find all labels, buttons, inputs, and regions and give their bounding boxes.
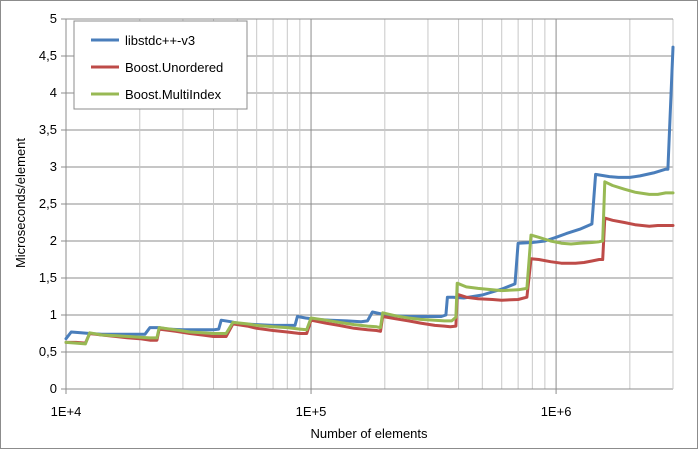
x-tick-label: 1E+5 <box>296 404 327 419</box>
y-tick-label: 0 <box>50 381 57 396</box>
legend-label-1: libstdc++-v3 <box>125 33 195 48</box>
series-line-3 <box>64 180 675 346</box>
y-tick-label: 2 <box>50 233 57 248</box>
axes: 0 0,5 1 1,5 2 2,5 3 3,5 4 4,5 5 1E+4 1E+5 1E+6 <box>39 11 674 419</box>
y-tick-label: 5 <box>50 11 57 26</box>
x-tick-label: 1E+6 <box>541 404 572 419</box>
series-line-2 <box>64 216 675 345</box>
x-tick-label: 1E+4 <box>51 404 82 419</box>
y-tick-label: 1 <box>50 307 57 322</box>
y-tick-label: 0,5 <box>39 344 57 359</box>
y-axis-title: Microseconds/element <box>13 138 28 268</box>
y-tick-label: 1,5 <box>39 270 57 285</box>
y-tick-label: 3,5 <box>39 122 57 137</box>
x-axis-title: Number of elements <box>310 426 428 441</box>
legend: libstdc++-v3 Boost.Unordered Boost.MultiIn… <box>73 20 248 110</box>
series-lines <box>64 45 675 346</box>
legend-label-3: Boost.MultiIndex <box>125 87 222 102</box>
y-tick-label: 4,5 <box>39 48 57 63</box>
y-tick-label: 3 <box>50 159 57 174</box>
legend-label-2: Boost.Unordered <box>125 60 223 75</box>
y-tick-label: 2,5 <box>39 196 57 211</box>
y-tick-label: 4 <box>50 85 57 100</box>
